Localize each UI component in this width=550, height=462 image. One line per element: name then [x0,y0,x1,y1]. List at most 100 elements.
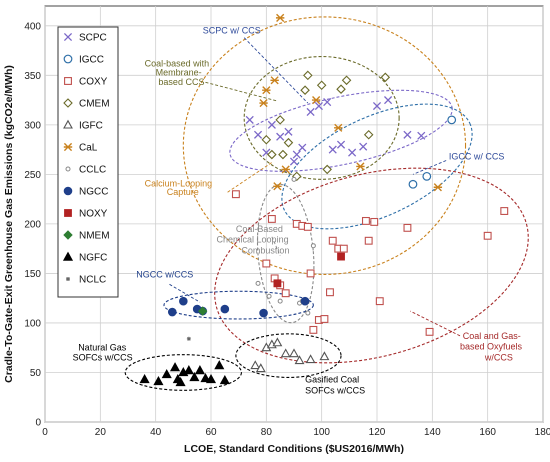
point-coxy [483,231,492,240]
point-igfc [305,354,316,364]
point-ngfc [219,374,230,385]
point-igcc [408,179,418,189]
point-igfc [289,348,299,358]
series-nclc [186,336,191,341]
point-ngfc [214,360,225,370]
x-tick-label: 100 [313,427,330,438]
point-coxy [375,297,384,306]
point-scpc [253,130,263,139]
point-coxy [231,190,240,199]
point-coxy [425,327,434,336]
point-scpc [306,107,315,117]
annotation-label: Chemical Looping [217,235,289,245]
point-cmem [316,80,327,91]
point-coxy [403,223,412,232]
point-cclc [255,280,261,286]
data-points [139,13,509,387]
annotation-label: SOFCs w/CCS [73,353,133,363]
point-igfc [294,355,305,365]
point-nmem [197,306,208,316]
series-ngfc [139,360,230,387]
point-ngcc [167,307,177,317]
legend-entry-cmem: CMEM [79,99,110,110]
annotations: SCPC w/ CCS Coal-based withMembrane-based… [73,26,523,396]
point-ngfc [139,373,150,384]
ellipse-coxy [214,167,529,364]
point-coxy [328,236,337,245]
point-scpc [403,130,412,139]
ellipse-cmem [243,55,400,180]
point-noxy [337,252,345,261]
point-cal [281,165,290,174]
point-cmem [322,164,332,175]
point-ngcc [300,296,310,306]
point-scpc [336,140,346,149]
point-igfc [255,363,266,373]
annotation-leader [227,162,273,193]
point-cclc [291,176,297,182]
point-cmem [261,134,272,145]
point-scpc [328,145,337,154]
legend-entry-coxy: COXY [79,77,108,88]
x-tick-label: 80 [261,427,273,438]
legend-entry-nmem: NMEM [79,231,110,242]
legend-entry-noxy: NOXY [79,209,108,220]
legend-marker-cal [63,142,73,152]
legend-entry-ngcc: NGCC [79,187,108,198]
y-tick-label: 50 [30,368,42,379]
series-cmem [261,70,391,182]
point-ngcc [259,308,268,318]
point-scpc [245,115,254,124]
point-ngcc [179,296,188,306]
legend-entry-igcc: IGCC [79,55,104,66]
x-axis-label: LCOE, Standard Conditions ($US2016/MWh) [184,443,404,455]
x-tick-label: 20 [95,427,107,438]
point-cmem [267,149,277,160]
y-tick-label: 350 [24,71,41,82]
annotation-label: Coal-based with [145,58,210,68]
x-tick-label: 40 [150,427,162,438]
point-coxy [320,315,329,323]
series-scpc [245,96,426,166]
point-scpc [372,101,382,111]
legend-entry-ngfc: NGFC [79,253,107,264]
point-cal [275,13,285,22]
annotation-label: Combustion [241,246,289,256]
ellipse-ngcc [163,290,314,320]
y-tick-label: 400 [24,21,41,32]
point-ngfc [194,365,205,375]
annotation-label: based Oxyfuels [460,342,523,352]
legend-marker-noxy [64,209,72,217]
point-coxy [306,269,315,278]
annotation-label: Coal and Gas- [463,331,521,341]
annotation-label: Gasified Coal [305,374,359,384]
point-ngfc [153,375,164,386]
point-coxy [309,325,318,334]
legend-entry-cal: CaL [79,143,98,154]
point-scpc [284,127,293,136]
point-ngcc [220,304,230,314]
tick-labels: 0 20 40 60 80 100 120 140 160 180 0 50 100 150 200 250 3… [24,21,550,438]
x-tick-label: 160 [479,427,496,438]
y-tick-label: 0 [35,418,41,429]
cluster-ellipses [124,16,529,391]
series-noxy [273,252,345,288]
series-coxy [231,190,509,336]
point-cmem [363,129,374,140]
legend-marker-coxy [64,77,72,85]
point-scpc [276,132,285,141]
point-igfc [272,337,283,347]
ellipse-cal [182,16,467,275]
x-tick-label: 60 [205,427,217,438]
point-cal [270,76,279,85]
point-scpc [417,131,426,140]
series-cal [259,13,443,192]
annotation-leader [243,37,309,104]
point-cal [433,183,443,192]
annotation-label: Coal-Based [236,224,283,234]
point-coxy [326,288,334,297]
legend-entry-scpc: SCPC [79,33,107,44]
point-scpc [348,148,357,157]
ellipse-cclc [256,183,315,324]
point-cmem [336,84,346,94]
